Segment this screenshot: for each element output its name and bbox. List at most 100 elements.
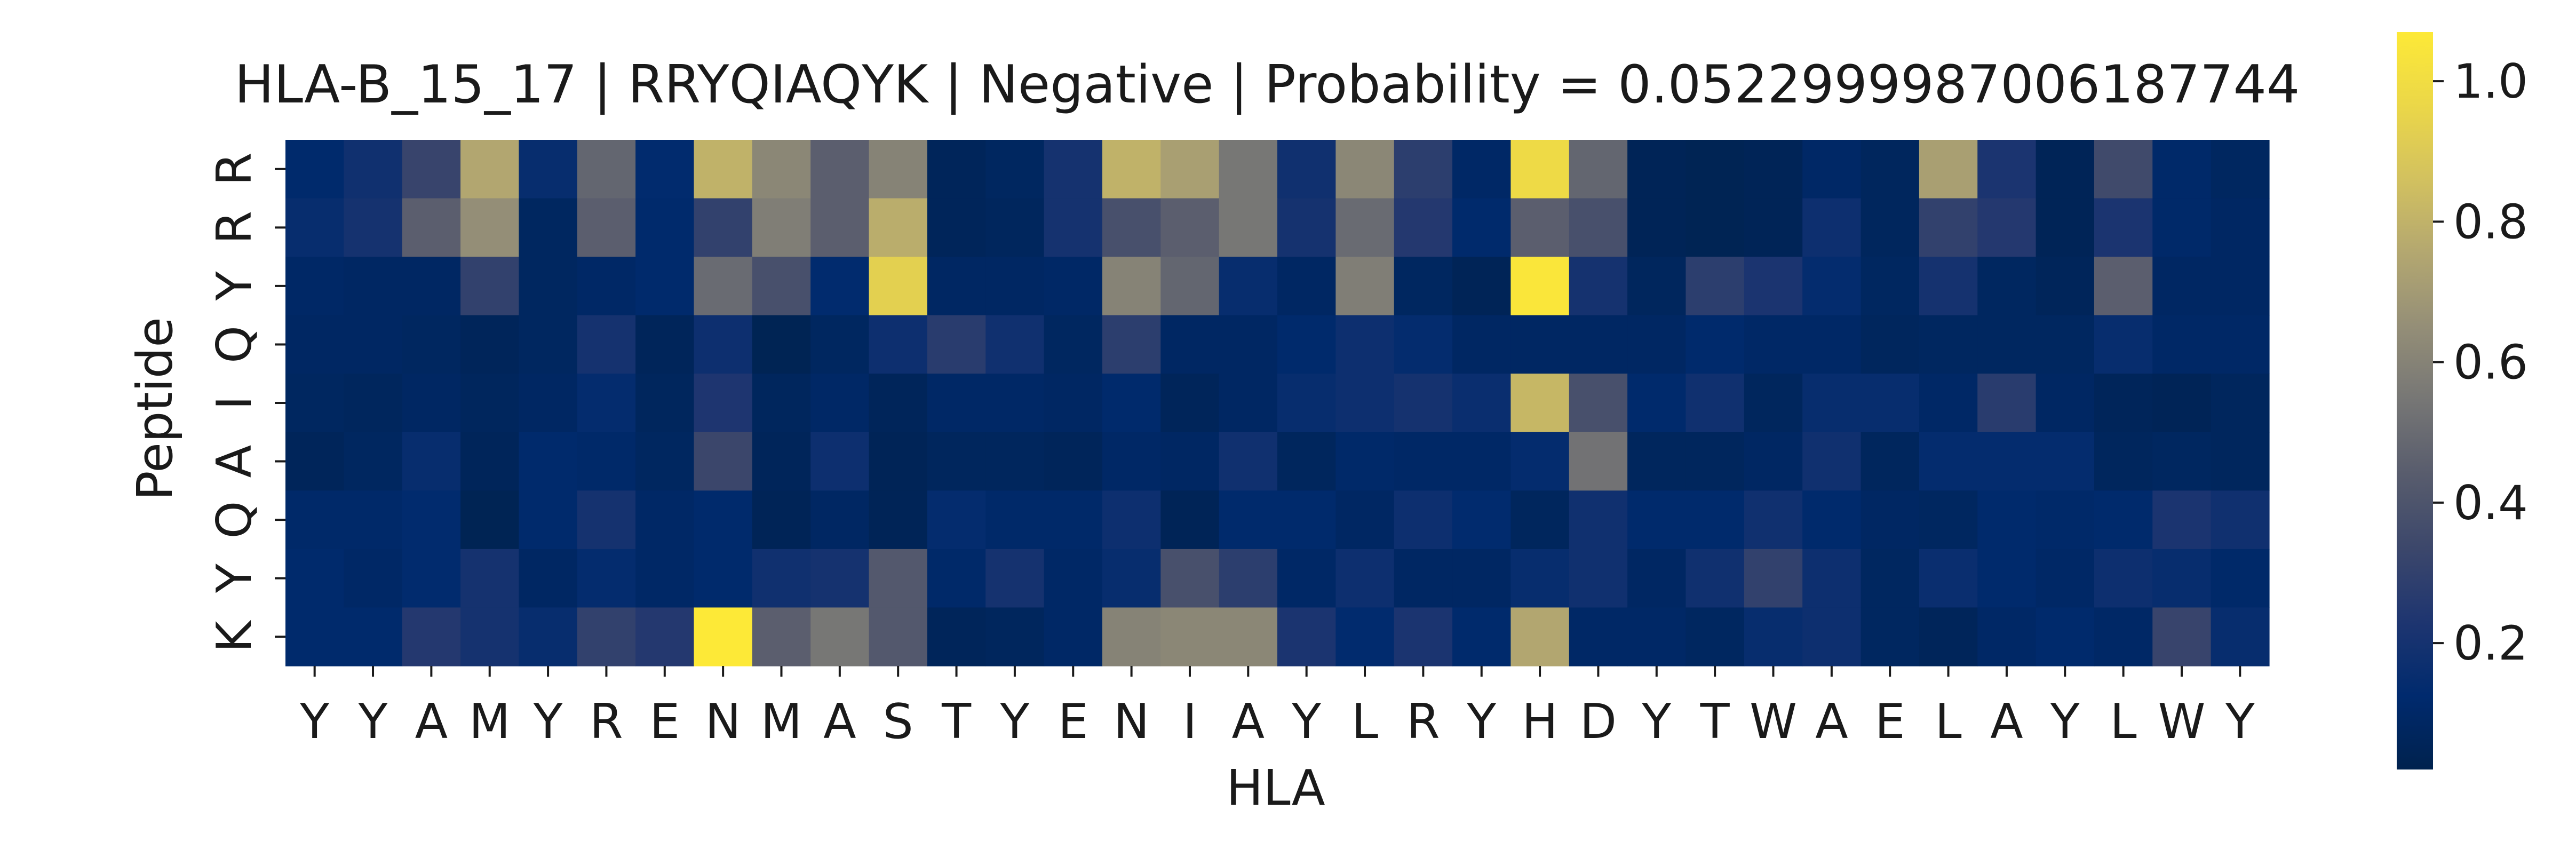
heatmap-cell — [1685, 490, 1745, 550]
heatmap-cell — [810, 140, 870, 199]
heatmap-cell — [1277, 257, 1336, 316]
colorbar-tick-label: 0.2 — [2453, 616, 2528, 671]
heatmap-cell — [810, 374, 870, 433]
heatmap-cell — [1802, 607, 1862, 666]
heatmap-cell — [1977, 549, 2037, 608]
x-tick-label: A — [823, 694, 856, 750]
heatmap-cell — [810, 549, 870, 608]
heatmap-cell — [577, 140, 636, 199]
heatmap-cell — [1861, 490, 1920, 550]
heatmap-cell — [519, 257, 578, 316]
heatmap-cell — [1102, 140, 1161, 199]
heatmap-cell — [1977, 490, 2037, 550]
heatmap-cell — [402, 549, 461, 608]
heatmap-cell — [1219, 607, 1278, 666]
heatmap-cell — [460, 607, 520, 666]
heatmap-cell — [285, 257, 344, 316]
y-tick-label: Q — [206, 501, 263, 539]
x-tick-label: T — [941, 694, 972, 750]
colorbar-ticks: 0.2 0.4 0.6 0.8 1.0 — [2433, 54, 2528, 671]
heatmap-cell — [1219, 198, 1278, 257]
heatmap-cell — [519, 432, 578, 491]
heatmap-cell — [1277, 432, 1336, 491]
heatmap-cell — [1744, 490, 1803, 550]
heatmap-cell — [344, 198, 403, 257]
heatmap-cell — [1569, 374, 1628, 433]
heatmap-cell — [1569, 198, 1628, 257]
heatmap-cell — [285, 374, 344, 433]
heatmap-cell — [577, 607, 636, 666]
heatmap-cell — [344, 374, 403, 433]
heatmap-cell — [1861, 607, 1920, 666]
heatmap-cell — [2094, 607, 2153, 666]
heatmap-cell — [1219, 315, 1278, 374]
x-tick-label: M — [761, 694, 802, 750]
heatmap-cell — [285, 549, 344, 608]
heatmap-cell — [927, 140, 986, 199]
heatmap-cell — [1394, 432, 1453, 491]
heatmap-cell — [1277, 549, 1336, 608]
heatmap-cell — [1744, 257, 1803, 316]
x-tick-label: T — [1700, 694, 1730, 750]
heatmap-cell — [2211, 198, 2270, 257]
heatmap-cell — [927, 374, 986, 433]
heatmap-cell — [1977, 432, 2037, 491]
heatmap-cell — [1452, 315, 1512, 374]
heatmap-cell — [1044, 374, 1103, 433]
heatmap-cell — [1044, 549, 1103, 608]
heatmap-cell — [985, 315, 1045, 374]
heatmap-cell — [1335, 198, 1395, 257]
heatmap-cell — [1744, 315, 1803, 374]
colorbar-tick-label: 1.0 — [2453, 54, 2528, 109]
heatmap-cell — [927, 549, 986, 608]
heatmap-cell — [1102, 549, 1161, 608]
heatmap-cell — [1919, 549, 1978, 608]
heatmap-cell — [460, 315, 520, 374]
x-tick-label: A — [1232, 694, 1265, 750]
x-tick-label: N — [1114, 694, 1149, 750]
heatmap-cell — [2211, 490, 2270, 550]
heatmap-cell — [869, 607, 928, 666]
heatmap-cell — [1277, 198, 1336, 257]
colorbar-tick-label: 0.8 — [2453, 194, 2528, 249]
heatmap-cell — [2152, 374, 2212, 433]
heatmap-cell — [694, 432, 753, 491]
heatmap-cell — [285, 140, 344, 199]
x-tick-label: D — [1580, 694, 1617, 750]
heatmap-cell — [635, 374, 695, 433]
heatmap-cell — [2152, 140, 2212, 199]
heatmap-cell — [2036, 257, 2095, 316]
chart-title: HLA-B_15_17 | RRYQIAQYK | Negative | Pro… — [235, 54, 2300, 115]
heatmap-cell — [402, 140, 461, 199]
heatmap-cell — [1627, 257, 1687, 316]
heatmap-cell — [460, 549, 520, 608]
heatmap-cell — [635, 315, 695, 374]
heatmap-cell — [694, 257, 753, 316]
heatmap-cell — [1277, 374, 1336, 433]
heatmap-cell — [1335, 607, 1395, 666]
y-tick-label: A — [206, 445, 263, 478]
heatmap-cell — [1685, 432, 1745, 491]
heatmap-cell — [1627, 432, 1687, 491]
heatmap-cell — [1394, 607, 1453, 666]
x-tick-label: R — [590, 694, 623, 750]
heatmap-cell — [2036, 198, 2095, 257]
x-tick-label: Y — [999, 694, 1030, 750]
heatmap-cell — [402, 198, 461, 257]
heatmap-cell — [2036, 140, 2095, 199]
heatmap-cell — [1102, 607, 1161, 666]
heatmap-cell — [2094, 315, 2153, 374]
heatmap-cell — [1044, 490, 1103, 550]
heatmap-cell — [285, 198, 344, 257]
x-tick-label: E — [1875, 694, 1905, 750]
heatmap-cell — [1160, 490, 1220, 550]
heatmap-cell — [344, 490, 403, 550]
heatmap-cell — [577, 315, 636, 374]
heatmap-cell — [810, 432, 870, 491]
heatmap-cell — [1452, 432, 1512, 491]
heatmap-cell — [2094, 432, 2153, 491]
x-tick-label: R — [1406, 694, 1440, 750]
x-tick-label: E — [1058, 694, 1088, 750]
heatmap-cell — [635, 549, 695, 608]
